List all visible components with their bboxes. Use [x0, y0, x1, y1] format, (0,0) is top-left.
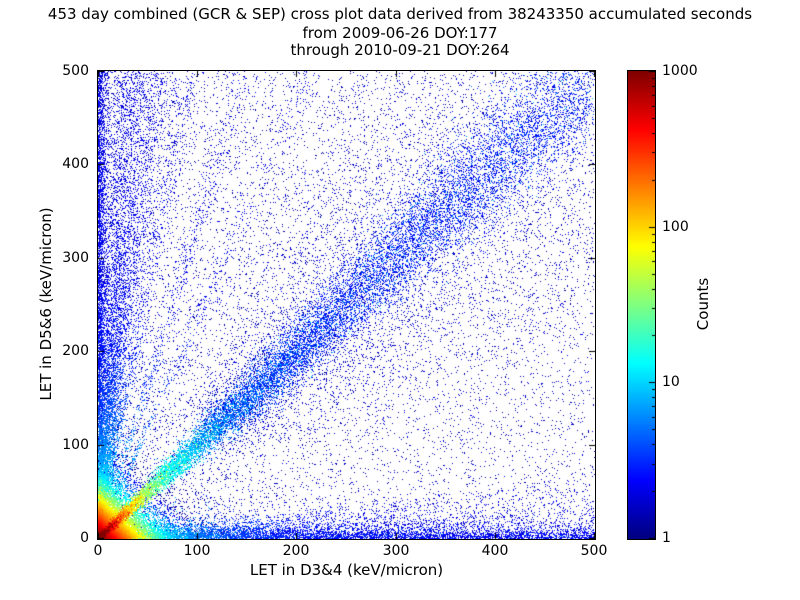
x-tick-label: 0: [93, 543, 103, 559]
y-axis-label: LET in D5&6 (keV/micron): [37, 207, 55, 401]
plot-area: [97, 70, 596, 540]
x-tick-label: 100: [183, 543, 211, 559]
y-tick-label: 0: [80, 530, 89, 546]
x-tick-label: 200: [282, 543, 310, 559]
x-tick-label: 400: [481, 543, 509, 559]
colorbar-label: Counts: [694, 277, 712, 331]
y-tick-label: 300: [62, 250, 89, 266]
colorbar-tick-label: 10: [662, 374, 680, 390]
plot-canvas: [98, 71, 595, 539]
colorbar-tick-label: 1: [662, 530, 671, 546]
colorbar-canvas: [628, 71, 655, 539]
y-tick-label: 400: [62, 156, 89, 172]
y-tick-label: 200: [62, 343, 89, 359]
chart-title: 453 day combined (GCR & SEP) cross plot …: [47, 5, 753, 23]
colorbar-tick-label: 1000: [662, 63, 698, 79]
colorbar: [627, 70, 656, 540]
y-tick-label: 500: [62, 63, 89, 79]
x-tick-label: 500: [580, 543, 608, 559]
x-tick-label: 300: [382, 543, 410, 559]
colorbar-tick-label: 100: [662, 219, 689, 235]
chart-subtitle-from: from 2009-06-26 DOY:177: [302, 24, 498, 42]
chart-subtitle-through: through 2010-09-21 DOY:264: [290, 41, 510, 59]
y-tick-label: 100: [62, 437, 89, 453]
x-axis-label: LET in D3&4 (keV/micron): [249, 561, 444, 579]
